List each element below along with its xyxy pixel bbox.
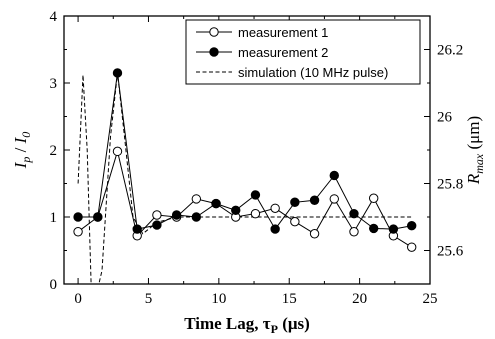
data-point-open	[309, 229, 320, 239]
data-point-filled	[349, 208, 359, 219]
y-right-tick-label: 25.8	[437, 177, 463, 193]
series-line-2	[78, 72, 412, 231]
data-point-open	[73, 227, 83, 237]
x-tick-label: 5	[145, 291, 153, 307]
data-point-filled	[250, 190, 261, 200]
data-point-open	[407, 242, 417, 252]
y-tick-label: 4	[50, 9, 58, 25]
legend-marker-open-circle	[209, 27, 219, 37]
data-point-open	[329, 194, 339, 204]
data-point-open	[270, 203, 280, 213]
x-tick-label: 10	[211, 291, 226, 307]
x-axis-title: Time Lag, τP (μs)	[184, 314, 310, 336]
data-point-filled	[132, 224, 142, 234]
data-point-open	[290, 216, 300, 227]
data-point-filled	[93, 212, 103, 222]
data-point-filled	[112, 68, 123, 78]
x-tick-label: 20	[352, 291, 367, 307]
data-point-filled	[191, 212, 202, 222]
y-tick-label: 0	[50, 277, 58, 293]
legend-label-measurement-1: measurement 1	[238, 25, 328, 40]
x-tick-label: 0	[74, 291, 82, 307]
legend-entry-simulation: simulation (10 MHz pulse)	[196, 65, 388, 80]
data-point-open	[112, 146, 123, 157]
data-point-open	[152, 210, 162, 220]
y-right-tick-label: 26.2	[437, 43, 463, 59]
legend-entry-measurement-2: measurement 2	[196, 45, 328, 60]
data-point-filled	[73, 212, 83, 222]
series-line-3	[77, 72, 412, 284]
plot-frame	[63, 15, 431, 285]
data-point-open	[368, 193, 379, 203]
legend-label-simulation: simulation (10 MHz pulse)	[238, 65, 388, 80]
legend: measurement 1 measurement 2 simulation (…	[185, 19, 421, 85]
y-tick-label: 2	[50, 143, 58, 159]
data-point-filled	[368, 223, 379, 234]
tick-labels: 0 5 10 15 20 25 0 1 2 3 4 25.6 25.8 26 26.2	[50, 9, 464, 307]
data-point-open	[191, 194, 202, 204]
data-point-filled	[231, 205, 241, 216]
data-point-filled	[211, 198, 221, 209]
data-point-filled	[329, 170, 339, 181]
data-point-open	[250, 208, 261, 219]
x-tick-label: 15	[282, 291, 297, 307]
y-right-tick-label: 25.6	[437, 244, 464, 260]
marker-layer	[73, 68, 417, 252]
y-tick-label: 1	[50, 210, 58, 226]
data-point-open	[349, 227, 359, 237]
data-point-filled	[270, 224, 280, 234]
y-tick-label: 3	[50, 76, 58, 92]
data-point-filled	[171, 210, 182, 220]
y-axis-title-right: Rmax (μm)	[464, 116, 486, 185]
series-line-1	[77, 149, 412, 248]
legend-entry-measurement-1: measurement 1	[196, 25, 328, 40]
x-tick-label: 25	[423, 291, 438, 307]
data-point-filled	[407, 221, 417, 231]
series-layer	[77, 72, 412, 284]
data-point-filled	[290, 197, 300, 207]
legend-marker-filled-circle	[209, 47, 219, 57]
legend-label-measurement-2: measurement 2	[238, 45, 328, 60]
data-point-filled	[152, 220, 162, 230]
y-right-tick-label: 26	[437, 110, 453, 126]
y-axis-title-left: Ip / I0	[11, 132, 33, 170]
data-point-filled	[309, 195, 320, 205]
data-point-filled	[388, 224, 399, 234]
